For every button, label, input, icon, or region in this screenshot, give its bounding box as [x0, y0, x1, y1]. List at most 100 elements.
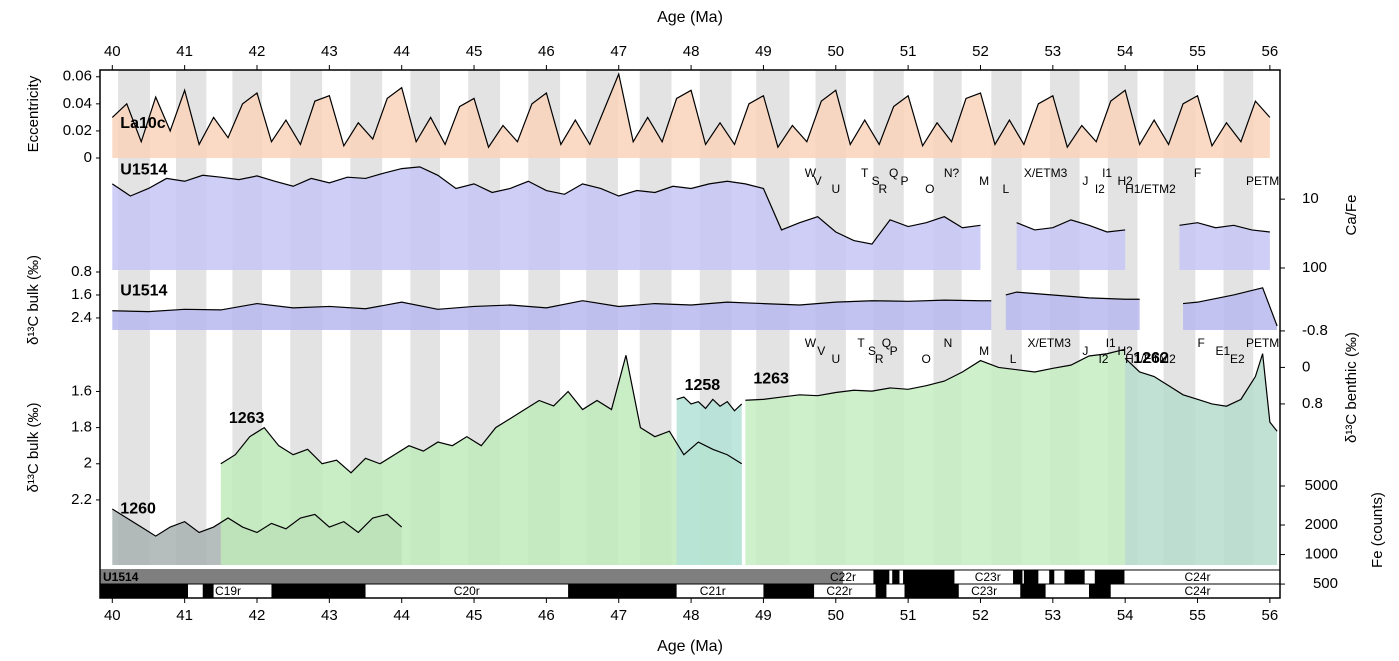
event-label: R: [878, 182, 887, 196]
event-label: P: [901, 174, 909, 188]
x-tick-label-bottom: 54: [1117, 607, 1134, 624]
x-tick-label-bottom: 40: [104, 607, 121, 624]
event-label: Q: [889, 166, 898, 180]
series-line: [112, 287, 1278, 327]
chron-label: C24r: [1185, 570, 1211, 584]
event-label: F: [1197, 336, 1204, 350]
series-area: [1125, 353, 1278, 565]
x-tick-label-top: 56: [1262, 43, 1279, 60]
plot-frame: [99, 69, 1281, 599]
event-label: I2: [1098, 352, 1108, 366]
x-tick-label-top: 49: [755, 43, 772, 60]
series-area: [220, 355, 742, 565]
event-label: W: [805, 336, 817, 350]
event-label: E2: [1230, 352, 1245, 366]
series-label: 1258: [685, 377, 721, 394]
chron-row-name: U1514: [103, 570, 139, 584]
x-tick-label-bottom: 55: [1189, 607, 1206, 624]
x-tick-label-top: 45: [466, 43, 483, 60]
event-label: H1/ETM2: [1125, 182, 1176, 196]
chron-normal: [271, 584, 366, 598]
x-tick-label-bottom: 49: [755, 607, 772, 624]
x-tick-label-top: 47: [610, 43, 627, 60]
event-label: M: [979, 344, 989, 358]
event-label: T: [861, 166, 869, 180]
overlay: 40 40 41 41 42 42 43 43 44 44 45 45 46 46 47 47 48 48 49 49…: [25, 43, 1386, 624]
x-tick-label-bottom: 42: [249, 607, 266, 624]
series-label: 1260: [120, 500, 156, 517]
x-tick-label-top: 48: [683, 43, 700, 60]
series-label: 1263: [753, 370, 789, 387]
y3-axis-title: Fe (counts): [1369, 492, 1386, 568]
y-tick-label: 2.4: [71, 309, 92, 326]
event-label: M: [979, 174, 989, 188]
chron-row-name: Atlantic Sites: [103, 584, 179, 598]
chron-normal: [202, 584, 214, 598]
event-label: X/ETM3: [1024, 166, 1068, 180]
series-line: [745, 348, 1126, 401]
x-tick-label-bottom: 56: [1262, 607, 1279, 624]
chron-label: C22r: [830, 570, 856, 584]
y2-tick-label: -0.8: [1302, 322, 1328, 339]
series-line: [1124, 353, 1278, 432]
chron-normal: [904, 584, 959, 598]
y-tick-label: 1.8: [71, 419, 92, 436]
x-tick-label-bottom: 46: [538, 607, 555, 624]
series-line: [111, 166, 1270, 245]
x-tick-label-top: 46: [538, 43, 555, 60]
y2-tick-label: 0: [1302, 358, 1310, 375]
chron-label: C24r: [1185, 584, 1211, 598]
event-label: PETM: [1246, 174, 1279, 188]
chron-label: C22r: [826, 584, 852, 598]
x-tick-label-bottom: 45: [466, 607, 483, 624]
chron-normal: [763, 584, 815, 598]
chron-label: C23r: [971, 584, 997, 598]
chron-normal: [903, 570, 955, 584]
y-tick-label: 1.6: [71, 382, 92, 399]
event-label: J: [1082, 174, 1088, 188]
y-tick-label: 0: [84, 149, 92, 166]
x-tick-label-bottom: 47: [610, 607, 627, 624]
event-label: H1/ETM2: [1125, 352, 1176, 366]
series-area: [112, 287, 1278, 330]
x-tick-label-top: 42: [249, 43, 266, 60]
series-label: U1514: [120, 162, 167, 179]
event-label: H2: [1118, 174, 1134, 188]
x-tick-label-bottom: 44: [393, 607, 410, 624]
chron-label: C19r: [215, 584, 241, 598]
y-axis-title: δ¹³C bulk (‰): [25, 255, 42, 345]
event-label: T: [857, 336, 865, 350]
x-tick-label-top: 53: [1044, 43, 1061, 60]
event-label: S: [868, 344, 876, 358]
event-label: I1: [1106, 336, 1116, 350]
event-label: F: [1194, 166, 1201, 180]
x-tick-label-top: 51: [900, 43, 917, 60]
y3-tick-label: 2000: [1305, 516, 1338, 533]
y-tick-label: 2: [84, 455, 92, 472]
chron-normal: [1064, 570, 1085, 584]
x-tick-label-top: 55: [1189, 43, 1206, 60]
chron-normal: [892, 570, 900, 584]
event-label: U: [831, 352, 840, 366]
event-label: PETM: [1246, 336, 1279, 350]
event-label: U: [831, 182, 840, 196]
x-axis-title-bottom: Age (Ma): [657, 638, 723, 655]
chron-normal: [1094, 570, 1125, 584]
x-tick-label-top: 50: [827, 43, 844, 60]
x-tick-label-bottom: 52: [972, 607, 989, 624]
event-label: Q: [882, 336, 891, 350]
series-area: [745, 349, 1126, 565]
event-label: E1: [1216, 344, 1231, 358]
chron-no-data: [100, 570, 844, 584]
event-label: X/ETM3: [1028, 336, 1072, 350]
x-axis-title-top: Age (Ma): [657, 9, 723, 26]
event-label: I2: [1095, 182, 1105, 196]
chron-normal: [568, 584, 677, 598]
event-label: O: [925, 182, 934, 196]
y-tick-label: 0.04: [63, 95, 92, 112]
y-tick-label: 1.6: [71, 286, 92, 303]
series-label: La10c: [120, 115, 165, 132]
y-tick-label: 0.02: [63, 122, 92, 139]
event-label: S: [872, 174, 880, 188]
